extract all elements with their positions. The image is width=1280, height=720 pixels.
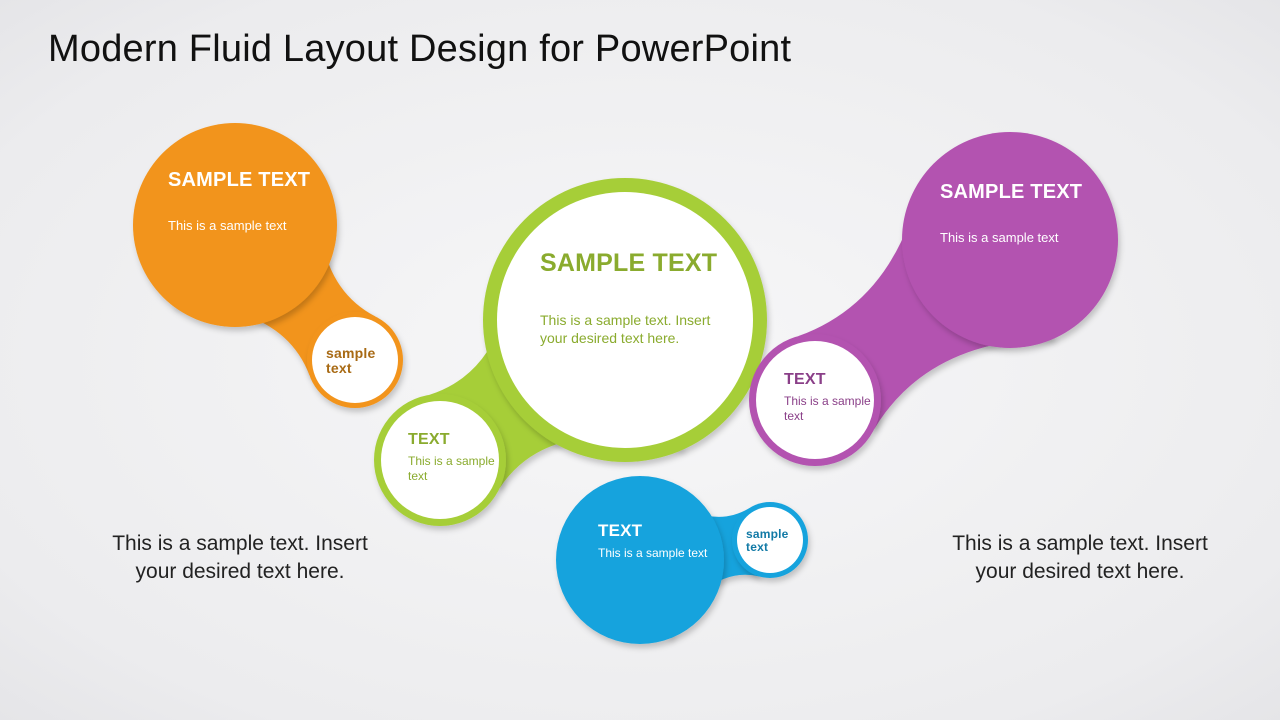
- side-text-right: This is a sample text. Insert your desir…: [930, 530, 1230, 587]
- bubble-green_small-title: TEXT: [408, 432, 450, 449]
- bubble-blue_big-subtitle: This is a sample text: [598, 546, 716, 561]
- bubble-blue_big-title: TEXT: [598, 522, 642, 540]
- bubble-green_small-subtitle: This is a sample text: [408, 454, 500, 484]
- bubble-purple_small-title: TEXT: [784, 372, 826, 389]
- bubble-orange_big-title: SAMPLE TEXT: [168, 170, 310, 191]
- bubble-green_big-subtitle: This is a sample text. Insert your desir…: [540, 312, 730, 347]
- bubble-blue_small-title: sample text: [746, 528, 807, 553]
- bubble-purple_big-title: SAMPLE TEXT: [940, 182, 1082, 203]
- bubble-purple_small-subtitle: This is a sample text: [784, 394, 876, 424]
- bubble-orange_small-title: sample text: [326, 346, 403, 375]
- diagram-html-layer: SAMPLE TEXT This is a sample text sample t…: [0, 0, 1280, 720]
- bubble-green_big-title: SAMPLE TEXT: [540, 250, 717, 276]
- bubble-orange_big-subtitle: This is a sample text: [168, 218, 311, 234]
- bubble-purple_big-subtitle: This is a sample text: [940, 230, 1091, 246]
- side-text-left: This is a sample text. Insert your desir…: [90, 530, 390, 587]
